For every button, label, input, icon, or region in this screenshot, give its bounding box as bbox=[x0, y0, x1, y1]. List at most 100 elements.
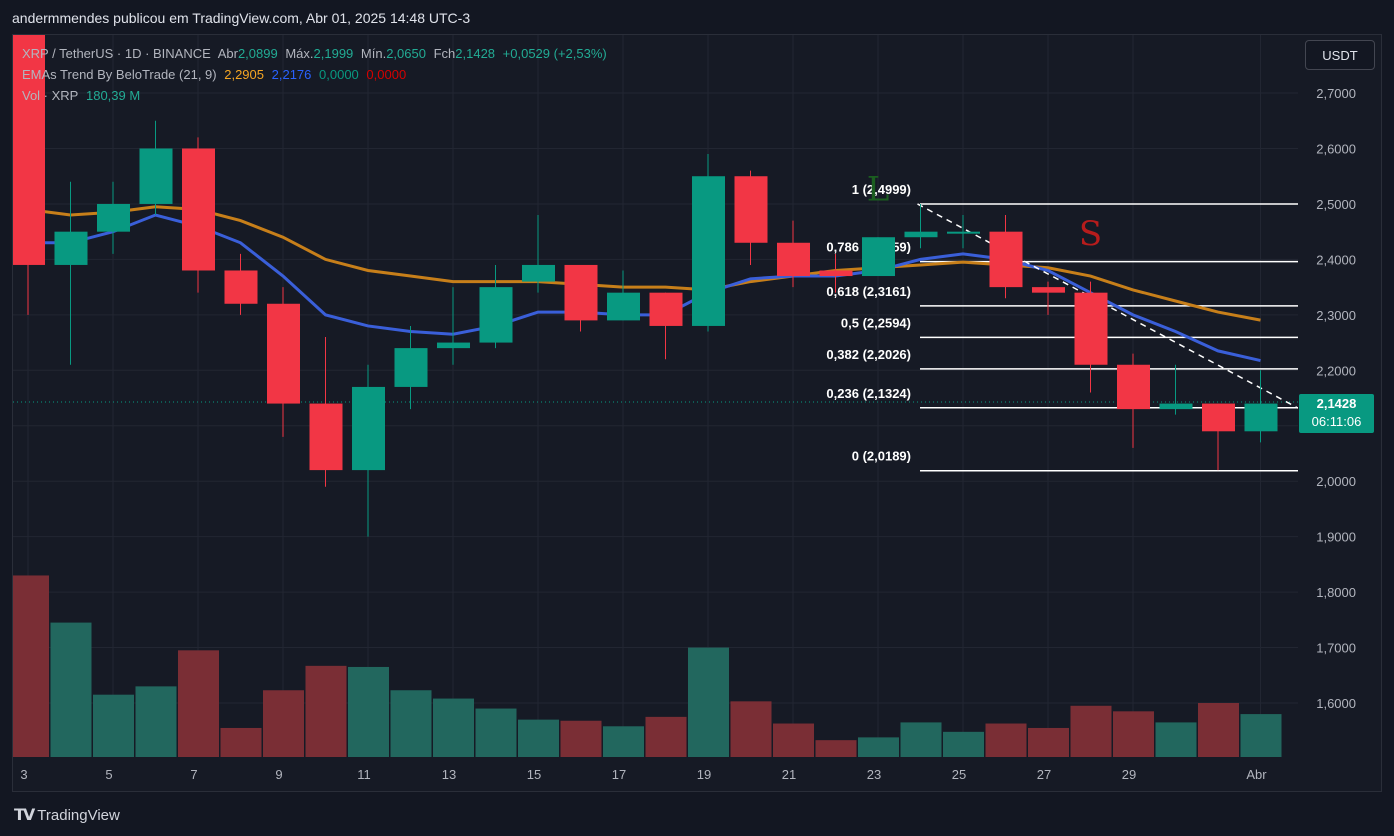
candle-body bbox=[352, 386, 385, 471]
signal-marker: L bbox=[867, 169, 890, 209]
volume-bar bbox=[263, 690, 304, 757]
candle-body bbox=[947, 231, 980, 234]
x-tick-label: 23 bbox=[867, 767, 881, 782]
candle-body bbox=[734, 176, 768, 243]
volume-bar bbox=[518, 719, 559, 757]
high-label: Máx. bbox=[285, 46, 314, 61]
ema-value-2: 2,2176 bbox=[271, 67, 312, 82]
volume-bar bbox=[93, 694, 134, 757]
volume-bar bbox=[433, 698, 474, 757]
candle-body bbox=[479, 287, 513, 343]
x-tick-label: 11 bbox=[357, 767, 371, 782]
y-tick-label: 2,0000 bbox=[1316, 474, 1356, 489]
candle-body bbox=[522, 264, 555, 282]
volume-bar bbox=[815, 740, 857, 757]
currency-button[interactable]: USDT bbox=[1305, 40, 1375, 70]
candle-body bbox=[13, 35, 45, 265]
x-tick-label: 21 bbox=[782, 767, 796, 782]
x-tick-label: 7 bbox=[190, 767, 197, 782]
last-price-tag: 2,1428 06:11:06 bbox=[1299, 394, 1374, 433]
plot-area: 1 (2,4999)0,786 (2,4559)0,618 (2,3161)0,… bbox=[13, 35, 1298, 757]
x-tick-label: 29 bbox=[1122, 767, 1136, 782]
x-tick-label: 25 bbox=[952, 767, 966, 782]
candle-body bbox=[1074, 292, 1108, 365]
volume-bar bbox=[560, 720, 602, 757]
candle-body bbox=[139, 148, 173, 204]
y-tick-label: 1,8000 bbox=[1316, 585, 1356, 600]
volume-bar bbox=[390, 690, 432, 757]
candle-body bbox=[1244, 403, 1278, 432]
fib-level-label: 1 (2,4999) bbox=[852, 182, 911, 197]
y-tick-label: 2,5000 bbox=[1316, 197, 1356, 212]
volume-value: 180,39 M bbox=[85, 88, 141, 103]
volume-bar bbox=[220, 727, 262, 757]
candle-body bbox=[182, 148, 215, 271]
ema-indicator-name[interactable]: EMAs Trend By BeloTrade (21, 9) bbox=[22, 67, 217, 82]
ema-value-3: 0,0000 bbox=[319, 67, 359, 82]
y-tick-label: 1,7000 bbox=[1316, 641, 1356, 656]
x-tick-label: 9 bbox=[275, 767, 282, 782]
high-value: 2,1999 bbox=[313, 46, 354, 61]
volume-bar bbox=[688, 647, 729, 757]
volume-bar bbox=[645, 716, 687, 757]
volume-bar bbox=[1198, 703, 1239, 757]
legend-ema-row: EMAs Trend By BeloTrade (21, 9) 2,2905 2… bbox=[22, 67, 410, 82]
x-tick-label: 17 bbox=[612, 767, 626, 782]
volume-bar bbox=[1070, 705, 1112, 757]
y-tick-label: 2,6000 bbox=[1316, 142, 1356, 157]
candle-body bbox=[777, 242, 810, 277]
candle-body bbox=[1117, 364, 1150, 410]
volume-bar bbox=[773, 723, 814, 757]
brand-name: TradingView bbox=[37, 806, 120, 824]
x-tick-label: 3 bbox=[20, 767, 27, 782]
symbol-name[interactable]: XRP / TetherUS · 1D · BINANCE bbox=[22, 46, 211, 61]
candle-body bbox=[692, 176, 725, 326]
y-tick-label: 1,6000 bbox=[1316, 696, 1356, 711]
legend-volume-row: Vol · XRP 180,39 M bbox=[22, 88, 144, 103]
volume-bar bbox=[858, 737, 899, 757]
legend-symbol-row: XRP / TetherUS · 1D · BINANCE Abr2,0899 … bbox=[22, 46, 611, 61]
x-tick-label: 13 bbox=[442, 767, 456, 782]
candle-body bbox=[1202, 403, 1235, 432]
fib-level-label: 0,5 (2,2594) bbox=[841, 315, 911, 330]
candle-body bbox=[267, 303, 300, 404]
low-label: Mín. bbox=[360, 46, 387, 61]
fib-level-label: 0 (2,0189) bbox=[852, 449, 911, 464]
volume-bar bbox=[348, 666, 389, 757]
volume-bar bbox=[943, 731, 984, 757]
tradingview-logo-icon: 𝗧𝗩 bbox=[14, 807, 35, 824]
ema-value-1: 2,2905 bbox=[224, 67, 264, 82]
publish-caption: andermmendes publicou em TradingView.com… bbox=[12, 10, 471, 26]
y-tick-label: 2,4000 bbox=[1316, 252, 1356, 267]
ema-slow-line bbox=[27, 205, 1261, 322]
candle-body bbox=[607, 292, 640, 321]
candle-body bbox=[862, 237, 895, 277]
candle-body bbox=[97, 203, 130, 232]
volume-bar bbox=[475, 708, 517, 757]
candle-body bbox=[989, 231, 1023, 288]
y-tick-label: 1,9000 bbox=[1316, 530, 1356, 545]
volume-bar bbox=[13, 575, 49, 757]
volume-bar bbox=[178, 650, 219, 757]
y-tick-label: 2,3000 bbox=[1316, 308, 1356, 323]
x-tick-label: Abr bbox=[1246, 767, 1267, 782]
bar-countdown: 06:11:06 bbox=[1311, 414, 1362, 429]
volume-label[interactable]: Vol · XRP bbox=[22, 88, 79, 103]
candle-body bbox=[394, 348, 428, 387]
volume-bar bbox=[1240, 714, 1282, 757]
volume-bar bbox=[1028, 727, 1069, 757]
candle-body bbox=[1032, 287, 1065, 293]
volume-bar bbox=[1155, 722, 1197, 757]
ema-fast-line bbox=[28, 213, 1261, 363]
volume-bar bbox=[135, 686, 177, 757]
volume-bar bbox=[50, 622, 92, 757]
candle-body bbox=[564, 264, 598, 321]
close-value: 2,1428 bbox=[455, 46, 496, 61]
candle-body bbox=[1159, 403, 1193, 410]
x-tick-label: 27 bbox=[1037, 767, 1051, 782]
candle-body bbox=[224, 270, 258, 304]
tradingview-brand[interactable]: 𝗧𝗩 TradingView bbox=[14, 805, 120, 825]
close-label: Fch bbox=[433, 46, 456, 61]
y-tick-label: 2,7000 bbox=[1316, 86, 1356, 101]
